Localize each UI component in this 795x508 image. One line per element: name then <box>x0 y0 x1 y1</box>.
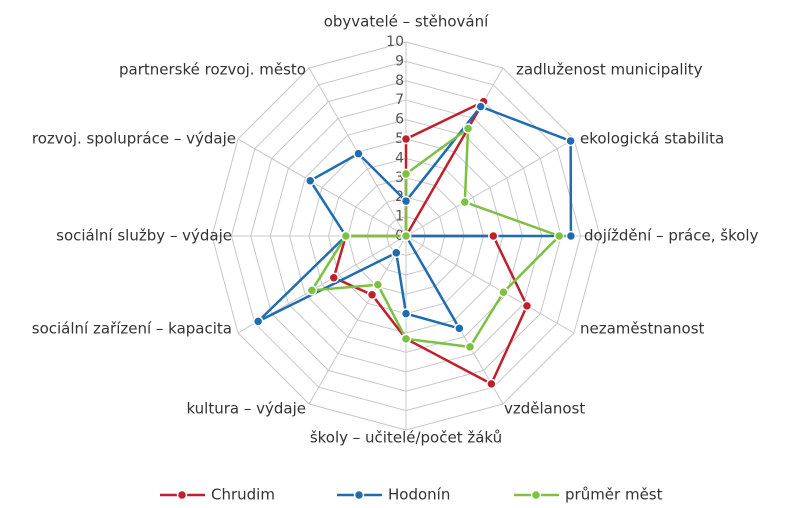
point <box>400 133 412 145</box>
point <box>488 230 499 242</box>
point <box>498 287 509 298</box>
axis-label: ekologická stabilita <box>580 130 724 148</box>
axis-label: školy – učitelé/počet žáků <box>310 429 502 447</box>
point <box>521 300 533 312</box>
spoke <box>308 235 407 405</box>
series-line <box>309 125 562 349</box>
axis-label: rozvoj. spolupráce – výdaje <box>32 130 236 148</box>
point <box>366 289 378 301</box>
point <box>454 323 465 334</box>
axis-label: sociální zařízení – kapacita <box>32 320 232 338</box>
axis-label: dojíždění – práce, školy <box>584 227 759 245</box>
point <box>462 123 474 134</box>
legend-marker <box>353 489 365 501</box>
point <box>400 195 412 207</box>
y-tick-label: 9 <box>395 53 404 69</box>
point <box>328 272 340 283</box>
y-tick-label: 2 <box>395 189 404 205</box>
point <box>340 230 352 242</box>
point <box>459 196 471 208</box>
legend-label: průměr měst <box>565 486 663 504</box>
point <box>565 230 577 242</box>
y-tick-label: 10 <box>386 34 404 50</box>
legend-label: Hodonín <box>388 486 450 504</box>
legend-marker <box>530 489 542 501</box>
y-tick-label: 5 <box>395 131 404 147</box>
point <box>400 168 412 180</box>
point <box>565 135 576 147</box>
y-tick-label: 8 <box>395 73 404 89</box>
axis-label: zadluženost municipality <box>516 61 703 79</box>
point <box>400 333 412 345</box>
spoke <box>237 138 407 237</box>
y-tick-label: 3 <box>395 170 404 186</box>
y-tick-label: 1 <box>395 209 404 225</box>
point <box>372 279 384 290</box>
point <box>486 378 497 390</box>
axis-label: partnerské rozvoj. město <box>119 61 306 79</box>
y-tick-label: 4 <box>395 150 404 166</box>
axis-label: nezaměstnanost <box>580 320 705 338</box>
axis-label: sociální služby – výdaje <box>56 227 232 245</box>
point <box>306 285 318 296</box>
legend-marker <box>176 489 188 501</box>
point <box>391 247 402 259</box>
y-tick-label: 6 <box>395 112 404 128</box>
axis-label: obyvatelé – stěhování <box>324 13 489 31</box>
y-tick-label: 7 <box>395 92 404 108</box>
point <box>400 230 412 242</box>
point <box>554 230 565 242</box>
spoke <box>405 138 575 237</box>
point <box>464 341 476 353</box>
point <box>353 148 364 159</box>
point <box>475 101 486 112</box>
spoke <box>405 235 575 334</box>
point <box>400 308 412 319</box>
legend-label: Chrudim <box>211 486 275 504</box>
series-line <box>257 105 573 331</box>
axis-label: kultura – výdaje <box>186 400 306 418</box>
point <box>304 175 316 186</box>
axis-label: vzdělanost <box>504 400 585 418</box>
point <box>252 316 264 327</box>
